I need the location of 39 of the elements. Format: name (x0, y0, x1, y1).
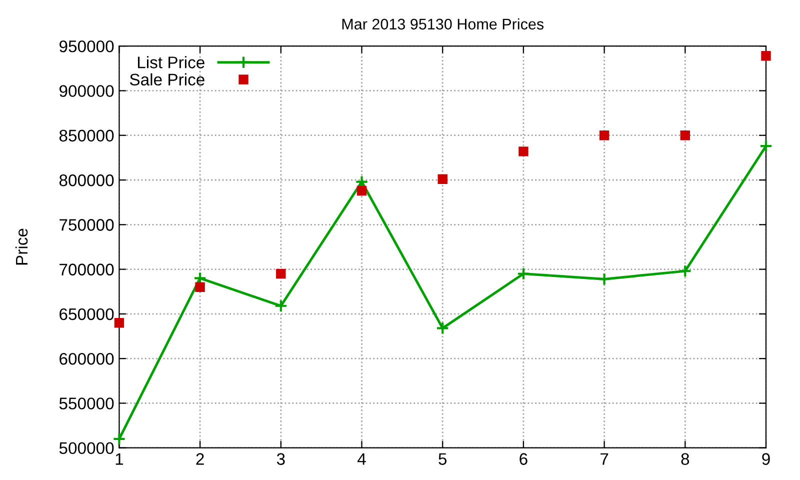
point (356, 186, 367, 196)
point (678, 264, 692, 278)
y-tick-label: 650000 (60, 308, 114, 320)
x-tick-label: 3 (276, 453, 285, 465)
y-tick-label: 900000 (60, 85, 114, 97)
y-tick-label: 550000 (59, 398, 114, 410)
point (518, 146, 528, 156)
y-tick-label: 500000 (59, 442, 114, 454)
x-tick-label: 7 (600, 453, 608, 465)
x-tick-label: 8 (681, 453, 690, 465)
point (516, 267, 530, 280)
x-tick-label: 6 (520, 453, 528, 465)
y-tick-label: 600000 (60, 352, 114, 365)
x-tick-label: 2 (196, 453, 204, 465)
point (276, 268, 286, 279)
x-tick-label: 1 (116, 453, 124, 465)
point (114, 318, 124, 328)
y-axis-title: Price (15, 228, 28, 265)
y-tick-label: 750000 (60, 219, 114, 231)
x-tick-label: 9 (762, 453, 770, 465)
y-tick-label: 700000 (60, 264, 114, 276)
legend-label: List Price (138, 56, 204, 68)
point (761, 51, 771, 61)
y-tick-label: 850000 (59, 130, 114, 142)
point (599, 130, 610, 140)
x-tick-label: 4 (358, 453, 366, 465)
y-tick-label: 800000 (59, 174, 114, 186)
x-tick-label: 5 (438, 453, 447, 465)
point (274, 299, 288, 312)
point (598, 272, 611, 286)
chart-title: Mar 2013 95130 Home Prices (342, 18, 544, 30)
point (436, 322, 450, 335)
point (112, 432, 126, 446)
point (438, 174, 448, 184)
legend-label: Sale Price (130, 73, 204, 86)
point (759, 139, 773, 153)
point (680, 130, 690, 140)
point (195, 282, 205, 292)
y-tick-label: 950000 (60, 40, 114, 52)
